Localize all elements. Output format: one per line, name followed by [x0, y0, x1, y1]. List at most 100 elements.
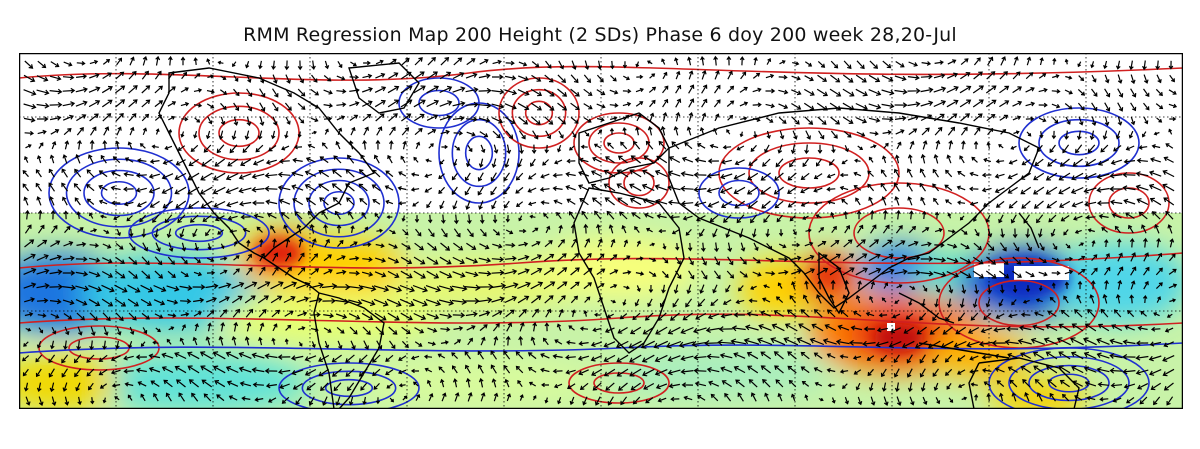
wind-vector [634, 298, 640, 307]
wind-vector [960, 72, 971, 80]
wind-vector [426, 200, 432, 209]
wind-vector [74, 197, 81, 206]
wind-vector [1051, 270, 1061, 276]
wind-vector [441, 228, 448, 238]
wind-vector [948, 284, 954, 294]
wind-vector [188, 379, 199, 388]
wind-vector [553, 199, 563, 205]
wind-vector [999, 270, 1010, 279]
wind-vector [129, 126, 135, 136]
wind-vector [1097, 159, 1110, 166]
wind-vector [141, 99, 151, 108]
wind-vector [544, 295, 554, 304]
wind-vector [565, 185, 576, 191]
wind-vector [478, 158, 484, 168]
wind-vector [855, 253, 868, 262]
wind-vector [154, 70, 162, 80]
wind-vector [1122, 339, 1136, 345]
wind-vector [49, 101, 63, 108]
wind-vector [1130, 88, 1137, 98]
wind-vector [361, 271, 374, 277]
wind-vector [1039, 242, 1045, 251]
wind-vector [376, 228, 384, 233]
wind-vector [713, 99, 721, 108]
wind-vector [62, 255, 75, 261]
wind-vector [1149, 341, 1162, 347]
wind-vector [792, 61, 800, 66]
wind-vector [712, 284, 718, 294]
wind-vector [1100, 308, 1109, 318]
wind-vector [896, 141, 902, 150]
wind-vector [804, 61, 813, 67]
wind-vector [426, 114, 439, 121]
wind-vector [168, 115, 176, 121]
wind-vector [1038, 73, 1047, 79]
wind-vector [363, 226, 368, 233]
wind-vector [465, 311, 478, 317]
wind-vector [152, 340, 159, 345]
wind-vector [783, 337, 799, 346]
wind-vector [264, 353, 278, 360]
wind-vector [999, 100, 1010, 108]
wind-vector [220, 75, 227, 80]
wind-vector [603, 183, 616, 192]
wind-vector [479, 58, 489, 65]
wind-vector [1138, 145, 1148, 150]
wind-vector [752, 117, 761, 122]
wind-vector [752, 102, 762, 108]
wind-vector [478, 310, 491, 317]
wind-vector [1058, 351, 1071, 360]
wind-vector [920, 114, 933, 122]
wind-vector [23, 382, 29, 392]
wind-vector [720, 173, 733, 180]
wind-vector [629, 183, 642, 192]
wind-vector [493, 335, 499, 346]
wind-vector [90, 228, 98, 233]
wind-vector [777, 392, 783, 402]
wind-vector [880, 182, 887, 192]
positive-contour [19, 65, 1183, 81]
wind-vector [948, 229, 956, 234]
wind-vector [765, 270, 776, 276]
wind-vector [424, 187, 433, 193]
wind-vector [1097, 381, 1109, 388]
wind-vector [491, 256, 505, 263]
wind-vector [123, 355, 134, 361]
wind-vector [617, 326, 628, 334]
wind-vector [1102, 293, 1108, 304]
wind-vector [194, 117, 201, 123]
wind-vector [994, 173, 1005, 179]
wind-vector [293, 144, 303, 150]
wind-vector [322, 297, 336, 304]
wind-vector [645, 227, 653, 233]
wind-vector [944, 184, 953, 191]
wind-vector [985, 99, 997, 108]
wind-vector [1025, 116, 1035, 122]
wind-vector [466, 131, 476, 137]
wind-vector [592, 156, 602, 163]
wind-vector [464, 364, 471, 374]
wind-vector [465, 87, 479, 93]
wind-vector [528, 201, 537, 207]
wind-vector [947, 126, 956, 136]
wind-vector [1149, 170, 1162, 177]
wind-vector [636, 256, 644, 261]
wind-vector [1061, 393, 1070, 402]
wind-vector [701, 84, 708, 94]
wind-vector [527, 187, 537, 193]
wind-vector [124, 157, 134, 163]
wind-vector [115, 71, 125, 80]
wind-vector [731, 325, 746, 332]
wind-vector [753, 131, 758, 139]
wind-vector [744, 324, 759, 331]
wind-vector [304, 183, 317, 192]
wind-vector [277, 354, 291, 360]
wind-vector [544, 144, 549, 154]
wind-vector [830, 279, 836, 290]
wind-vector [919, 312, 927, 321]
wind-vector [477, 350, 485, 360]
wind-vector [168, 71, 175, 80]
wind-vector [1000, 128, 1007, 135]
wind-vector [439, 71, 452, 80]
wind-vector [557, 102, 568, 111]
